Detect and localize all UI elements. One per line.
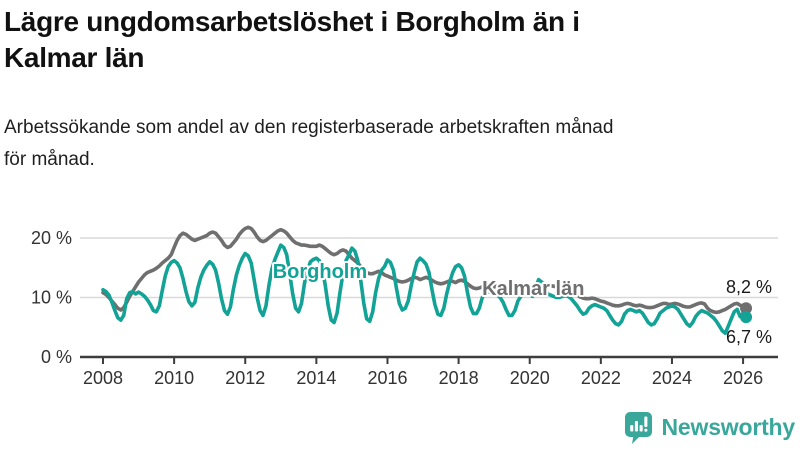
newsworthy-icon [624, 412, 652, 444]
x-tick-label: 2018 [439, 368, 479, 388]
series-label: Kalmar län [482, 278, 584, 300]
x-tick-label: 2020 [510, 368, 550, 388]
title-line-2: Kalmar län [4, 42, 145, 73]
speech-bubble-shape [624, 412, 652, 444]
x-tick-label: 2012 [225, 368, 265, 388]
newsworthy-logo: Newsworthy [623, 410, 795, 445]
y-tick-label: 0 % [41, 347, 72, 367]
brand-wordmark: Newsworthy [661, 414, 796, 440]
series-end-dot [740, 311, 753, 324]
y-tick-label: 10 % [31, 288, 72, 308]
end-value-label: 6,7 % [726, 327, 772, 347]
series-line-kalmar-l-n [101, 225, 748, 315]
x-tick-label: 2010 [154, 368, 194, 388]
series-end-dot [740, 302, 753, 315]
subtitle-line-2: för månad. [4, 149, 95, 170]
y-tick-label: 20 % [31, 228, 72, 248]
x-tick-label: 2024 [652, 368, 692, 388]
x-tick-label: 2014 [296, 368, 336, 388]
end-value-label: 8,2 % [726, 277, 772, 297]
x-tick-label: 2022 [581, 368, 621, 388]
x-tick-label: 2008 [83, 368, 123, 388]
title-line-1: Lägre ungdomsarbetslöshet i Borgholm än … [4, 6, 580, 37]
series-line-borgholm [101, 243, 748, 336]
x-tick-label: 2016 [367, 368, 407, 388]
bar-chart-glyph [629, 416, 647, 432]
series-label: Borgholm [273, 261, 367, 283]
x-tick-label: 2026 [723, 368, 763, 388]
subtitle-line-1: Arbetssökande som andel av den registerb… [4, 117, 614, 138]
page-title: Lägre ungdomsarbetslöshet i Borgholm än … [4, 4, 580, 76]
chart-subtitle: Arbetssökande som andel av den registerb… [4, 112, 613, 176]
